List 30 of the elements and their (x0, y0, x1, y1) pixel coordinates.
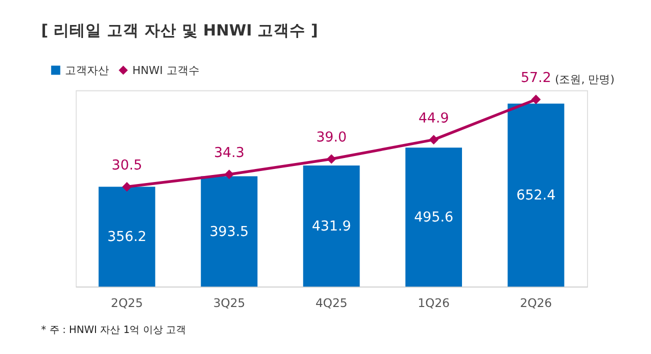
data-label: 431.9 (312, 218, 352, 235)
text: * 주 : HNWI 자산 1억 이상 고객 (41, 325, 186, 336)
x-tick-label: 4Q25 (315, 296, 348, 310)
legend-label: HNWI 고객수 (132, 64, 200, 77)
bar (508, 104, 564, 287)
data-label: 30.5 (112, 157, 142, 174)
data-label: 57.2 (520, 70, 552, 86)
x-tick-label: 2Q25 (110, 296, 143, 310)
point (122, 182, 132, 192)
bar (200, 176, 258, 287)
x-tick-label: 1Q26 (418, 296, 450, 310)
x-tick-label: 2Q26 (520, 296, 552, 310)
legend-label: 고객자산 (64, 64, 109, 77)
text: (조원, 만명) (554, 73, 614, 86)
data-label: 652.4 (516, 188, 556, 204)
data-label: 495.6 (414, 210, 454, 226)
data-label: 44.9 (418, 110, 449, 126)
bar (98, 186, 156, 287)
point (326, 154, 336, 164)
x-tick-label: 3Q25 (213, 296, 246, 310)
data-label: 39.0 (316, 130, 347, 146)
point (531, 94, 541, 104)
point (428, 134, 438, 144)
data-label: 34.3 (214, 145, 244, 162)
bar (303, 165, 360, 287)
data-label: 356.2 (107, 229, 147, 246)
bar (405, 148, 462, 287)
data-label: 393.5 (210, 224, 249, 240)
chart-title: [ 리테일 고객 자산 및 HNWI 고객수 ] (41, 22, 318, 40)
point (224, 170, 234, 180)
